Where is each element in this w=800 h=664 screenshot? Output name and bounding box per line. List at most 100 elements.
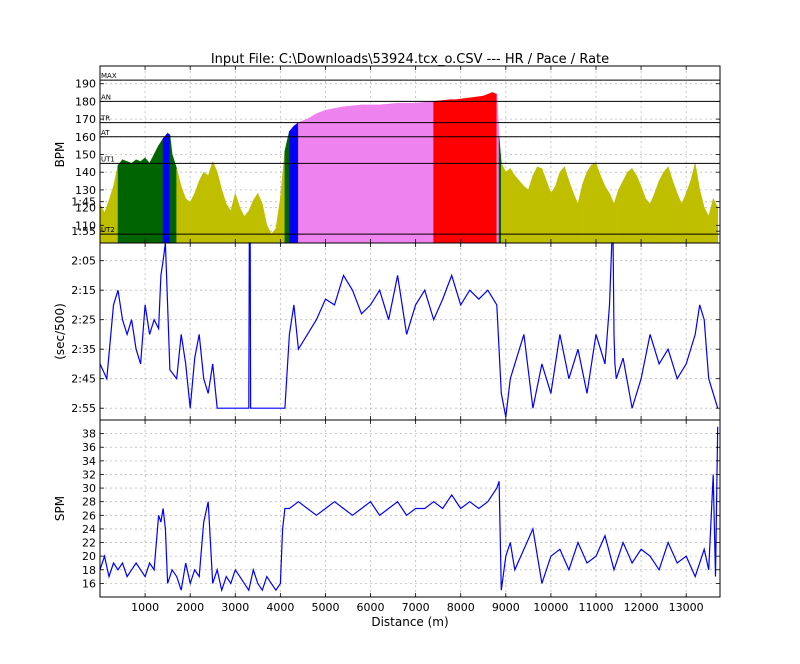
hr-area-segment [703,207,710,244]
hr-panel: MAX AN TR AT UT1 UT2 [99,72,720,244]
y-tick-label: 1:45 [71,196,96,209]
hr-area-segment [289,125,295,244]
zone-label: UT2 [101,226,115,234]
hr-area-segment [239,207,245,244]
x-tick-label: 10000 [533,601,568,614]
hr-area-segment [176,168,182,244]
zone-label: AN [101,93,111,101]
y-axis-label: BPM [53,142,67,168]
hr-area-segment [591,162,597,244]
hr-area-segment [514,174,520,244]
panel-frame [99,242,721,421]
rate-panel [99,426,719,593]
hr-area-segment [564,166,570,244]
hr-area-segment [185,198,191,244]
hr-area-segment [663,166,669,244]
y-tick-label: 2:35 [71,343,96,356]
hr-area-segment [712,198,719,244]
zone-label: MAX [101,72,117,80]
y-tick-label: 2:15 [71,284,96,297]
x-tick-label: 1000 [131,601,159,614]
hr-area-segment [681,193,687,244]
hr-area-segment [271,228,277,244]
zone-label: UT1 [101,155,115,163]
y-tick-label: 170 [75,113,96,126]
hr-area-segment [636,175,642,244]
y-axis-label: (sec/500) [53,303,67,360]
y-tick-label: 2:25 [71,314,96,327]
y-tick-label: 130 [75,184,96,197]
hr-area-segment [275,198,281,244]
hr-area-segment [397,102,416,244]
axes: 110 120 130 140 150 160 170 180 190 BPM 1:45 1:55 2:… [53,65,721,614]
y-tick-label: 22 [82,537,96,550]
hr-area-segment [532,166,538,244]
hr-area-segment [609,193,615,244]
hr-area-segment [117,158,123,244]
y-tick-label: 160 [75,131,96,144]
y-tick-label: 38 [82,428,96,441]
x-tick-label: 4000 [266,601,294,614]
hr-area-segment [537,166,543,244]
hr-area-segment [627,168,633,244]
hr-area-segment [343,104,362,244]
hr-area-segment [491,92,498,244]
hr-area-segment [234,193,241,244]
hr-area-segment [140,157,146,244]
hr-area-segment [243,210,250,244]
hr-area-segment [316,109,326,244]
hr-area-segment [169,134,173,244]
hr-area-segment [667,166,673,244]
hr-area-segment [510,167,516,244]
hr-area-segment [298,118,308,244]
y-tick-label: 190 [75,78,96,91]
hr-area-segment [253,192,259,244]
hr-area-segment [149,154,155,244]
hr-area-segment [262,203,268,244]
hr-area-segment [573,193,579,244]
hr-area-segment [541,168,547,244]
y-tick-label: 18 [82,564,96,577]
y-tick-label: 110 [75,219,96,232]
hr-area-segment [496,94,500,244]
hr-area-segment [230,193,236,244]
hr-area-segment [482,92,493,244]
pace-series-line [99,242,719,418]
y-tick-label: 26 [82,509,96,522]
hr-area-segment [708,198,714,244]
hr-area-segment [586,164,592,244]
y-tick-label: 2:45 [71,373,96,386]
hr-area-segment [171,154,177,244]
x-tick-label: 11000 [579,601,614,614]
y-tick-label: 28 [82,496,96,509]
hr-area-segment [221,189,227,244]
hr-area-segment [144,157,150,244]
hr-area-segment [99,203,105,244]
hr-area-segment [198,172,205,244]
hr-area-segment [361,104,380,244]
x-axis-label: Distance (m) [371,615,448,629]
hr-area-segment [280,150,286,244]
panel-frame [99,419,721,598]
hr-area-segment [555,172,561,244]
rate-series-line [99,426,719,593]
hr-area-segment [699,189,705,244]
hr-area-segment [212,161,218,244]
y-tick-label: 20 [82,550,96,563]
hr-area-segment [189,193,195,244]
hr-area-segment [613,189,619,244]
y-tick-label: 150 [75,149,96,162]
y-axis-label: SPM [53,496,67,521]
hr-area-segment [582,172,588,244]
y-tick-label: 1:55 [71,225,96,238]
hr-area-segment [379,102,398,244]
hr-area-segment [694,163,701,244]
hr-area-segment [307,113,317,244]
y-tick-label: 30 [82,482,96,495]
hr-area-segment [676,193,682,244]
x-tick-label: 2000 [176,601,204,614]
x-tick-label: 9000 [492,601,520,614]
zone-label: AT [101,129,110,137]
